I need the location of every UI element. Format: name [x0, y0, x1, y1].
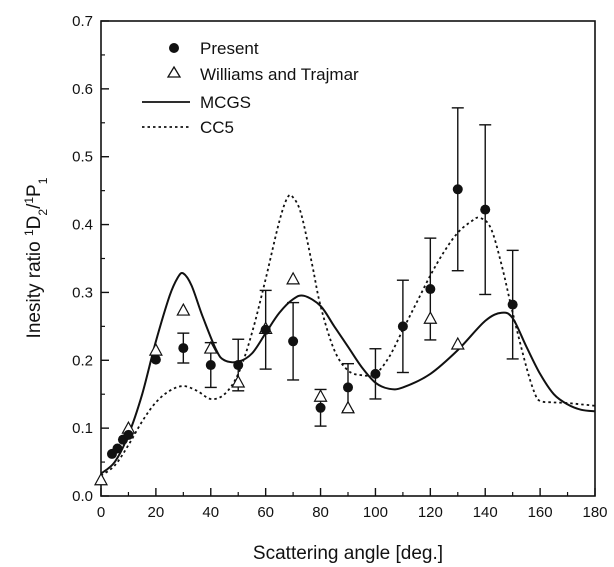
axis-ticks — [100, 20, 596, 497]
legend-mcgs-label: MCGS — [200, 93, 251, 112]
present-point — [205, 360, 216, 371]
present-point — [260, 324, 271, 335]
present-point — [370, 368, 381, 379]
present-point — [397, 321, 408, 332]
data-markers — [93, 184, 518, 486]
williams-trajmar-point — [148, 342, 163, 356]
williams-trajmar-point — [231, 374, 246, 388]
y-tick-label: 0.7 — [72, 13, 93, 30]
x-tick-label: 80 — [312, 504, 329, 521]
present-point — [480, 204, 491, 215]
present-point — [507, 299, 518, 310]
x-tick-label: 140 — [473, 504, 498, 521]
model-curves — [100, 193, 596, 477]
x-tick-label: 60 — [257, 504, 274, 521]
x-tick-label: 180 — [582, 504, 607, 521]
williams-trajmar-point — [176, 302, 191, 316]
legend-cc5-label: CC5 — [200, 118, 234, 137]
plot-frame — [100, 20, 596, 497]
x-tick-label: 120 — [418, 504, 443, 521]
x-tick-label: 160 — [528, 504, 553, 521]
legend: Present Williams and Trajmar MCGS CC5 — [142, 39, 359, 137]
present-point — [452, 184, 463, 195]
y-tick-label: 0.0 — [72, 488, 93, 505]
williams-trajmar-point — [203, 340, 218, 354]
legend-present-label: Present — [200, 39, 259, 58]
present-point — [288, 336, 299, 347]
legend-present-marker — [169, 43, 179, 53]
williams-trajmar-point — [93, 472, 109, 486]
x-tick-labels: 0 20 40 60 80 100 120 140 160 180 — [97, 504, 608, 521]
williams-trajmar-point — [423, 310, 438, 324]
present-point — [178, 343, 189, 354]
williams-trajmar-point — [340, 400, 356, 414]
x-tick-label: 100 — [363, 504, 388, 521]
legend-williams-label: Williams and Trajmar — [200, 65, 359, 84]
y-tick-label: 0.3 — [72, 284, 93, 301]
present-point — [233, 360, 244, 371]
present-point — [425, 284, 436, 295]
y-tick-label: 0.5 — [72, 149, 93, 166]
y-axis-title: Inesity ratio 1D2/1P1 — [22, 177, 50, 338]
mcgs-curve — [100, 271, 596, 475]
present-point — [315, 402, 326, 413]
present-point — [112, 443, 123, 454]
x-tick-label: 0 — [97, 504, 105, 521]
y-tick-label: 0.6 — [72, 81, 93, 98]
x-tick-label: 20 — [148, 504, 165, 521]
y-tick-label: 0.4 — [72, 217, 93, 234]
y-tick-label: 0.1 — [72, 420, 93, 437]
present-point — [150, 354, 161, 365]
present-point — [343, 382, 353, 393]
williams-trajmar-point — [450, 336, 465, 350]
williams-trajmar-point — [313, 388, 328, 402]
x-tick-label: 40 — [202, 504, 219, 521]
y-tick-label: 0.2 — [72, 352, 93, 369]
present-point — [123, 429, 134, 440]
williams-trajmar-point — [286, 271, 301, 285]
x-axis-title: Scattering angle [deg.] — [253, 543, 443, 564]
error-bars — [177, 107, 519, 427]
y-tick-labels: 0.0 0.1 0.2 0.3 0.4 0.5 0.6 0.7 — [72, 13, 93, 505]
legend-williams-marker — [166, 65, 182, 78]
